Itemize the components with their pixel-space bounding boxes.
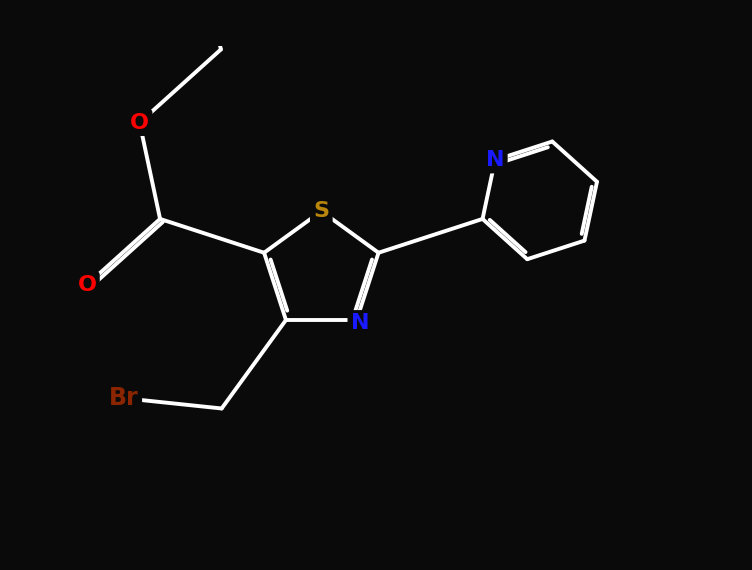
Text: N: N: [351, 314, 369, 333]
Text: S: S: [314, 201, 329, 221]
Text: Br: Br: [109, 386, 138, 410]
Text: O: O: [130, 113, 149, 133]
Text: N: N: [486, 150, 505, 170]
Text: O: O: [77, 275, 96, 295]
